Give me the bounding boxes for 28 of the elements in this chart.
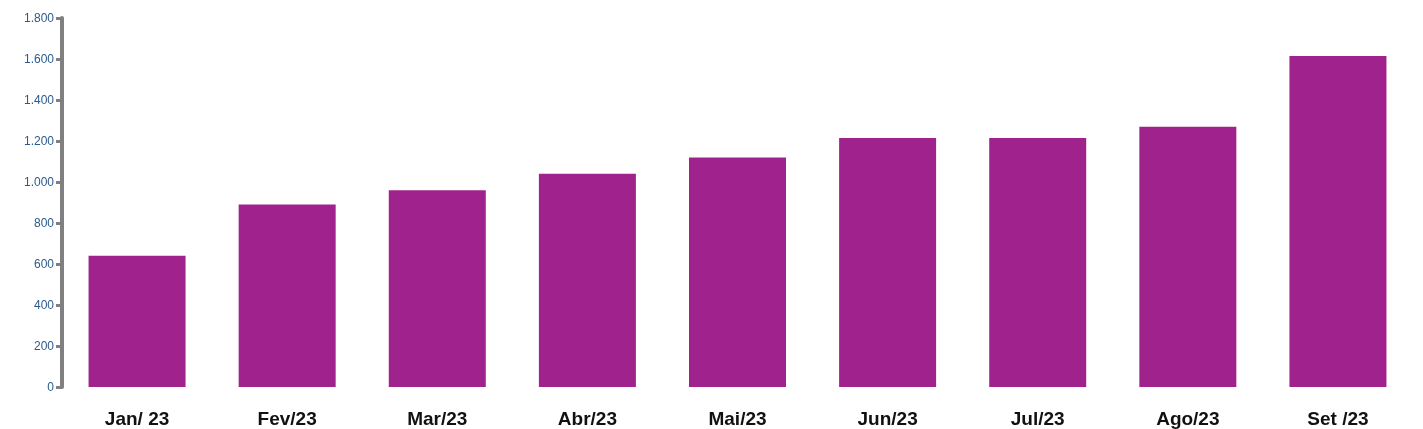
y-tick-label: 600 (33, 257, 55, 271)
x-tick-label: Mai/23 (708, 408, 767, 429)
bar (1139, 126, 1237, 387)
bar (689, 157, 786, 387)
x-tick-label: Ago/23 (1156, 408, 1220, 429)
y-tick-label: 1.000 (23, 175, 55, 189)
x-tick-label: Abr/23 (557, 408, 617, 429)
y-tick-label: 400 (33, 298, 55, 312)
bar (88, 255, 186, 387)
bar (538, 173, 636, 387)
y-tick-label: 1.800 (23, 11, 55, 25)
y-tick-label: 200 (33, 339, 55, 353)
x-tick-label: Fev/23 (257, 408, 317, 429)
y-tick-label: 800 (33, 216, 55, 230)
x-tick-label: Mar/23 (407, 408, 468, 429)
y-tick-label: 0 (47, 380, 55, 394)
bar (388, 190, 486, 387)
bar (1289, 55, 1387, 387)
x-tick-label: Jul/23 (1010, 408, 1065, 429)
bar (839, 137, 937, 387)
y-tick-label: 1.600 (23, 52, 55, 66)
y-tick-label: 1.200 (23, 134, 55, 148)
x-tick-label: Jan/ 23 (104, 408, 170, 429)
bar (989, 137, 1087, 387)
x-tick-label: Jun/23 (857, 408, 918, 429)
bar (238, 204, 336, 387)
y-tick-label: 1.400 (23, 93, 55, 107)
x-tick-label: Set /23 (1307, 408, 1369, 429)
